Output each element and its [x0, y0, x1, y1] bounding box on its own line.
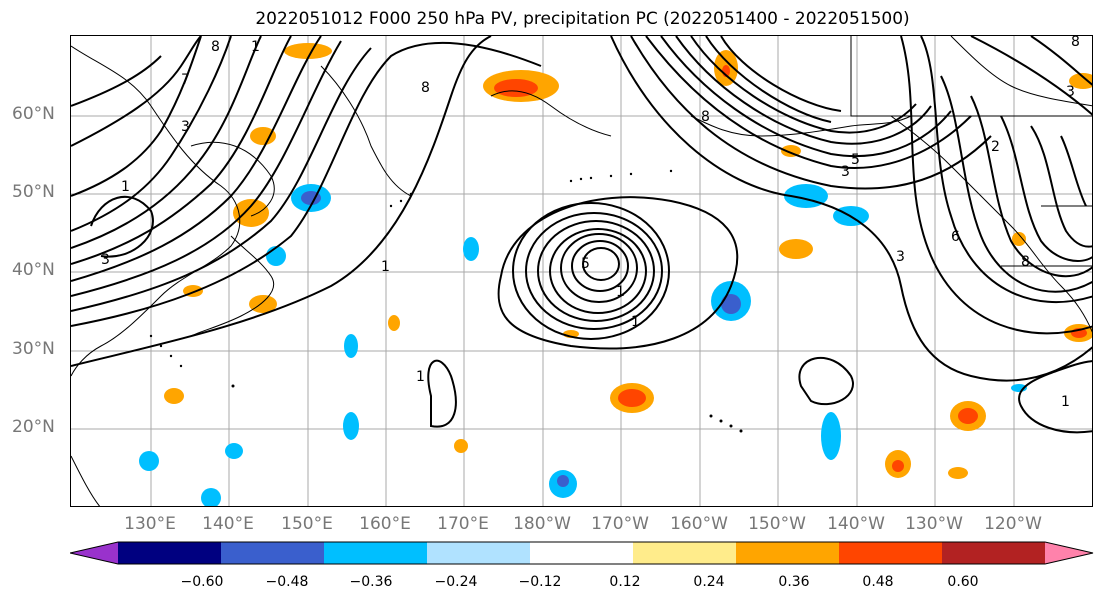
- graticule: [71, 36, 1092, 506]
- contour-label: 1: [251, 39, 260, 55]
- colorbar-segment: [633, 542, 737, 564]
- map-canvas: 8 7 3 1 3 8 8 5 1 3 8 5 3 1 1 2 6 8 1 3 …: [71, 36, 1092, 506]
- contour-label: 8: [1071, 36, 1080, 50]
- contour-label: 7: [181, 72, 190, 88]
- colorbar-tick: 0.60: [947, 574, 979, 590]
- contour-label: 1: [121, 179, 130, 195]
- contour-label: 3: [181, 119, 190, 135]
- colorbar-segment: [736, 542, 840, 564]
- contour-label: 3: [896, 249, 905, 265]
- colorbar-segment: [530, 542, 634, 564]
- contour-label: 1: [381, 259, 390, 275]
- lon-label: 130°W: [905, 514, 963, 534]
- contour-label: 3: [101, 252, 110, 268]
- contour-label: 3: [1066, 84, 1075, 100]
- lon-label: 160°E: [359, 514, 411, 534]
- contour-label: 1: [631, 314, 640, 330]
- colorbar-segment: [839, 542, 943, 564]
- colorbar-extend-high: [1045, 542, 1093, 564]
- coastlines: [71, 36, 1092, 506]
- contour-label: 5: [581, 256, 590, 272]
- lon-label: 150°E: [281, 514, 333, 534]
- colorbar-tick: 0.12: [609, 574, 641, 590]
- colorbar-segment: [942, 542, 1046, 564]
- lat-label: 30°N: [12, 339, 55, 359]
- colorbar-outline: [70, 541, 1094, 565]
- contour-label: 1: [616, 284, 625, 300]
- lon-label: 130°E: [124, 514, 176, 534]
- colorbar-segment: [427, 542, 531, 564]
- map-title: 2022051012 F000 250 hPa PV, precipitatio…: [255, 9, 910, 29]
- colorbar-segment: [221, 542, 325, 564]
- lon-label: 180°W: [513, 514, 571, 534]
- contour-label: 8: [421, 80, 430, 96]
- colorbar-tick: −0.60: [180, 574, 224, 590]
- contour-label: 8: [211, 39, 220, 55]
- colorbar-tick: −0.48: [265, 574, 309, 590]
- colorbar-tick: −0.36: [349, 574, 393, 590]
- islands: [149, 169, 743, 433]
- lon-label: 170°E: [437, 514, 489, 534]
- contour-labels: 8 7 3 1 3 8 8 5 1 3 8 5 3 1 1 2 6 8 1 3 …: [101, 36, 1080, 410]
- lat-label: 60°N: [12, 104, 55, 124]
- pv-contours: [71, 36, 1092, 434]
- contour-label: 8: [1021, 254, 1030, 270]
- contour-label: 1: [416, 369, 425, 385]
- lat-label: 20°N: [12, 417, 55, 437]
- colorbar-tick: 0.24: [693, 574, 725, 590]
- colorbar-tick: 0.48: [862, 574, 894, 590]
- colorbar-segment: [118, 542, 222, 564]
- contour-label: 5: [851, 152, 860, 168]
- map-panel: 8 7 3 1 3 8 8 5 1 3 8 5 3 1 1 2 6 8 1 3 …: [70, 35, 1093, 507]
- contour-label: 3: [841, 164, 850, 180]
- contour-label: 1: [1061, 394, 1070, 410]
- contour-label: 6: [951, 229, 960, 245]
- colorbar-extend-low: [70, 542, 118, 564]
- lon-label: 140°W: [827, 514, 885, 534]
- colorbar-tick: −0.24: [434, 574, 478, 590]
- colorbar: [70, 541, 1094, 565]
- lon-label: 150°W: [748, 514, 806, 534]
- colorbar-tick: −0.12: [518, 574, 562, 590]
- contour-label: 8: [701, 109, 710, 125]
- colorbar-tick: 0.36: [778, 574, 810, 590]
- lat-label: 40°N: [12, 260, 55, 280]
- lon-label: 160°W: [670, 514, 728, 534]
- colorbar-segment: [324, 542, 428, 564]
- lon-label: 120°W: [984, 514, 1042, 534]
- precipitation-shading: [139, 43, 1092, 506]
- contour-label: 2: [991, 139, 1000, 155]
- lat-label: 50°N: [12, 182, 55, 202]
- lon-label: 140°E: [202, 514, 254, 534]
- lon-label: 170°W: [591, 514, 649, 534]
